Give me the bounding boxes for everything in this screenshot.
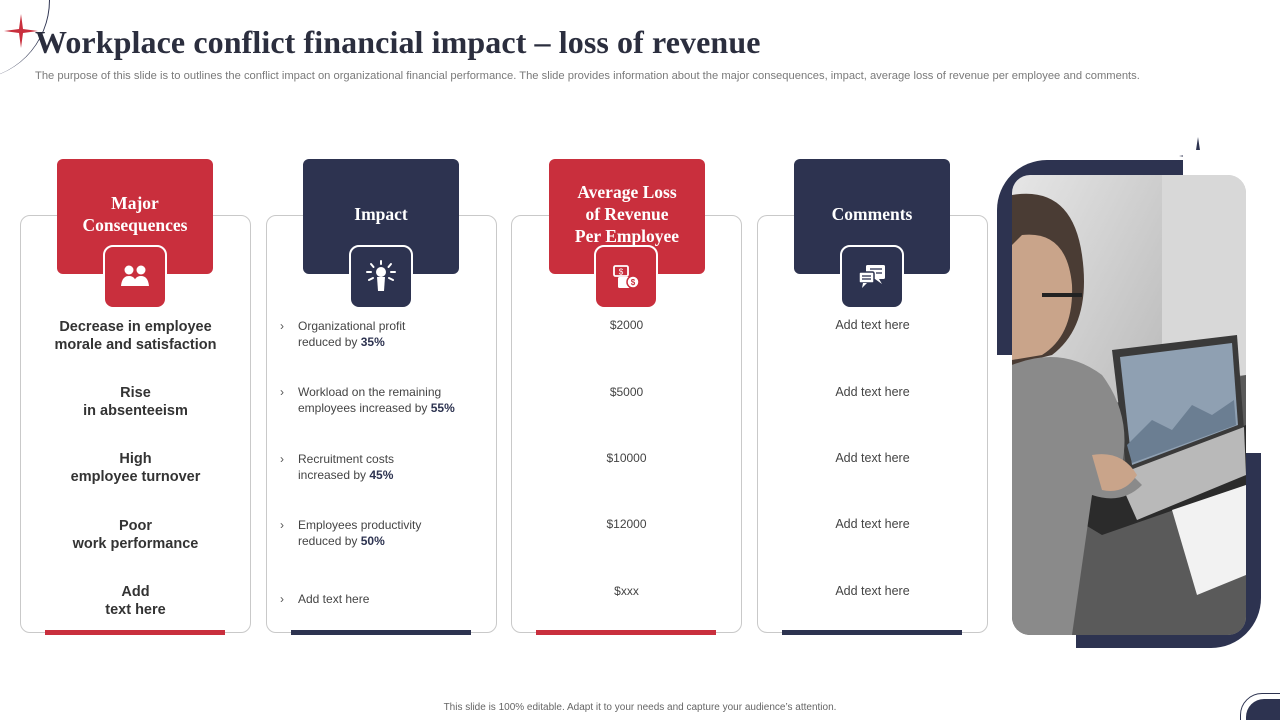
sparkle-star-icon [4,14,38,48]
list-item: › Workload on the remaining employees incr… [280,385,455,415]
list-item: $5000 [609,385,644,399]
slide-title: Workplace conflict financial impact – lo… [35,24,761,60]
list-item: › Add text here [280,592,370,606]
list-item: › Organizational profit reduced by 35% [280,319,406,349]
card-accent-bar [45,630,225,635]
card-accent-bar [536,630,716,635]
chat-icon [840,245,904,309]
list-item: $12000 [606,517,647,531]
decorative-corner-fill [1246,699,1280,720]
list-item: Add text here [105,584,166,618]
money-loss-icon: $ $ [594,245,658,309]
people-icon [103,245,167,309]
list-item: › Recruitment costs increased by 45% [280,452,395,482]
list-item: Add text here [835,385,910,399]
card-accent-bar [291,630,471,635]
consequences-heading: Major Consequences [57,159,213,274]
slide-subtitle: The purpose of this slide is to outlines… [35,70,1140,82]
list-item: Rise in absenteeism [83,385,188,419]
list-item: Add text here [835,451,910,465]
card-accent-bar [782,630,962,635]
svg-text:$: $ [631,278,636,287]
list-item: $xxx [614,584,639,598]
footer-note: This slide is 100% editable. Adapt it to… [443,702,837,713]
impact-burst-icon [349,245,413,309]
list-item: $2000 [609,318,644,332]
list-item: › Employees productivity reduced by 50% [280,518,422,548]
list-item: Poor work performance [72,518,199,552]
list-item: Add text here [835,318,910,332]
list-item: $10000 [606,451,647,465]
list-item: High employee turnover [70,451,201,485]
list-item: Decrease in employee morale and satisfact… [54,319,217,353]
decorative-corner [1240,693,1280,720]
list-item: Add text here [835,584,910,598]
office-worker-photo [1012,175,1246,635]
list-item: Add text here [835,517,910,531]
svg-text:$: $ [619,268,624,277]
